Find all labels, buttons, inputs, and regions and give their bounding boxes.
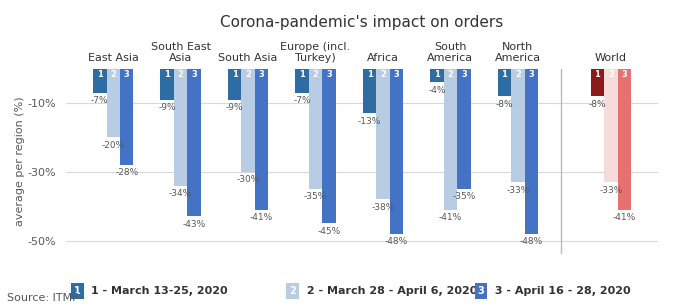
Text: Source: ITMF: Source: ITMF	[7, 293, 78, 303]
Bar	[497, 69, 511, 96]
Bar	[363, 69, 376, 113]
Text: 3: 3	[621, 70, 627, 79]
Bar	[120, 69, 133, 165]
Text: -35%: -35%	[304, 192, 327, 201]
Text: -43%: -43%	[182, 220, 206, 229]
Bar	[174, 69, 187, 185]
Y-axis label: average per region (%): average per region (%)	[15, 97, 25, 226]
Text: North
America: North America	[495, 42, 541, 63]
Bar	[255, 69, 269, 210]
Text: South East
Asia: South East Asia	[151, 42, 211, 63]
Text: 3: 3	[124, 70, 130, 79]
Text: 2: 2	[178, 70, 184, 79]
Text: 3: 3	[478, 286, 485, 296]
Bar	[591, 69, 604, 96]
Bar	[524, 69, 538, 234]
Text: 1: 1	[501, 70, 507, 79]
Text: 3: 3	[258, 70, 264, 79]
Bar	[376, 69, 390, 199]
Text: -9%: -9%	[158, 103, 176, 112]
Text: 3: 3	[461, 70, 467, 79]
Text: 3: 3	[528, 70, 534, 79]
Text: -41%: -41%	[439, 213, 462, 222]
Bar	[604, 69, 618, 182]
Bar	[457, 69, 470, 189]
Bar	[242, 69, 255, 172]
Text: 2: 2	[448, 70, 454, 79]
Text: 1: 1	[164, 70, 170, 79]
Text: 1 - March 13-25, 2020: 1 - March 13-25, 2020	[87, 286, 228, 296]
Text: -7%: -7%	[293, 96, 311, 105]
Text: East Asia: East Asia	[87, 53, 139, 63]
Text: -33%: -33%	[599, 185, 623, 195]
Text: 2: 2	[380, 70, 386, 79]
Bar	[93, 69, 106, 93]
Text: -41%: -41%	[612, 213, 636, 222]
Text: -13%: -13%	[358, 117, 381, 126]
Text: 2: 2	[312, 70, 318, 79]
Text: 3 - April 16 - 28, 2020: 3 - April 16 - 28, 2020	[491, 286, 631, 296]
Bar	[511, 69, 524, 182]
Text: 1: 1	[74, 286, 81, 296]
Text: 1: 1	[97, 70, 103, 79]
Text: 1: 1	[434, 70, 440, 79]
Text: -9%: -9%	[226, 103, 244, 112]
Text: -8%: -8%	[589, 99, 606, 109]
Text: -8%: -8%	[495, 99, 513, 109]
Text: -30%: -30%	[236, 175, 260, 184]
Bar	[309, 69, 322, 189]
Bar	[295, 69, 309, 93]
Bar	[228, 69, 242, 99]
Text: 2: 2	[515, 70, 521, 79]
Text: 3: 3	[191, 70, 197, 79]
Text: -4%: -4%	[428, 86, 446, 95]
Text: 1: 1	[367, 70, 372, 79]
Bar	[322, 69, 336, 223]
Text: -45%: -45%	[318, 227, 341, 236]
Bar	[430, 69, 444, 82]
Text: -7%: -7%	[91, 96, 108, 105]
Text: 2: 2	[245, 70, 251, 79]
Text: -28%: -28%	[115, 168, 139, 177]
Text: 3: 3	[326, 70, 332, 79]
Text: 2: 2	[289, 286, 296, 296]
Bar	[444, 69, 457, 210]
Text: -41%: -41%	[250, 213, 273, 222]
Text: 2: 2	[608, 70, 614, 79]
Text: South
America: South America	[427, 42, 473, 63]
Text: 2 - March 28 - April 6, 2020: 2 - March 28 - April 6, 2020	[303, 286, 477, 296]
Text: -33%: -33%	[506, 185, 530, 195]
Text: 1: 1	[594, 70, 600, 79]
Text: -35%: -35%	[452, 192, 476, 201]
Text: Africa: Africa	[367, 53, 399, 63]
Bar	[106, 69, 120, 137]
Bar	[390, 69, 403, 234]
Text: -48%: -48%	[520, 237, 543, 246]
Title: Corona-pandemic's impact on orders: Corona-pandemic's impact on orders	[221, 15, 503, 30]
Text: World: World	[595, 53, 627, 63]
Text: South Asia: South Asia	[219, 53, 278, 63]
Text: 2: 2	[110, 70, 116, 79]
Text: -20%: -20%	[102, 141, 125, 150]
Bar	[160, 69, 174, 99]
Text: -34%: -34%	[169, 189, 192, 198]
Bar	[187, 69, 201, 216]
Text: 1: 1	[232, 70, 238, 79]
Bar	[618, 69, 631, 210]
Text: 3: 3	[394, 70, 399, 79]
Text: -48%: -48%	[385, 237, 408, 246]
Text: -38%: -38%	[371, 203, 394, 212]
Text: 1: 1	[299, 70, 305, 79]
Text: Europe (incl.
Turkey): Europe (incl. Turkey)	[281, 42, 351, 63]
